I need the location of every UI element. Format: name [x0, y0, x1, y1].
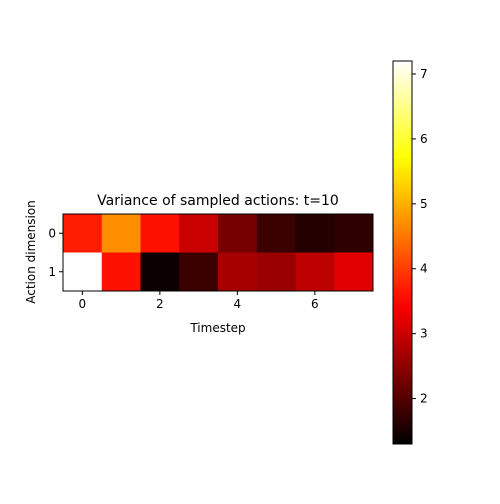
chart-title: Variance of sampled actions: t=10: [97, 193, 339, 209]
y-tick-label: 0: [48, 226, 56, 240]
heatmap-cell: [140, 214, 180, 253]
heatmap-cell: [218, 252, 258, 292]
colorbar-ticks: 2 3 4 5 6 7: [412, 67, 428, 406]
x-axis-label: Timestep: [189, 321, 245, 335]
heatmap-cell: [101, 214, 141, 253]
heatmap-cell: [334, 252, 374, 292]
heatmap-cell: [179, 252, 219, 292]
plot-frame: [62, 213, 374, 292]
heatmap-cell: [63, 214, 103, 253]
heatmap-cell: [256, 214, 296, 253]
colorbar-tick-label: 4: [420, 262, 428, 276]
heatmap-cell: [295, 252, 335, 292]
colorbar: [392, 60, 413, 445]
y-axis-label: Action dimension: [24, 200, 38, 304]
x-tick-label: 4: [234, 297, 242, 311]
y-tick-label: 1: [48, 265, 56, 279]
heatmap-cell: [63, 252, 103, 292]
heatmap-cell: [101, 252, 141, 292]
colorbar-tick-label: 7: [420, 67, 428, 81]
x-axis: 0 2 4 6: [79, 291, 319, 311]
heatmap-cell: [256, 252, 296, 292]
heatmap-cell: [140, 252, 180, 292]
colorbar-tick-label: 5: [420, 197, 428, 211]
heatmap-cell: [295, 214, 335, 253]
x-tick-label: 0: [79, 297, 87, 311]
heatmap-cell: [218, 214, 258, 253]
y-axis: 01: [48, 226, 63, 279]
colorbar-tick-label: 6: [420, 132, 428, 146]
heatmap-cells: [63, 214, 374, 292]
colorbar-tick-label: 3: [420, 327, 428, 341]
heatmap-cell: [179, 214, 219, 253]
x-tick-label: 2: [156, 297, 164, 311]
heatmap-cell: [334, 214, 374, 253]
x-tick-label: 6: [311, 297, 319, 311]
colorbar-tick-label: 2: [420, 392, 428, 406]
